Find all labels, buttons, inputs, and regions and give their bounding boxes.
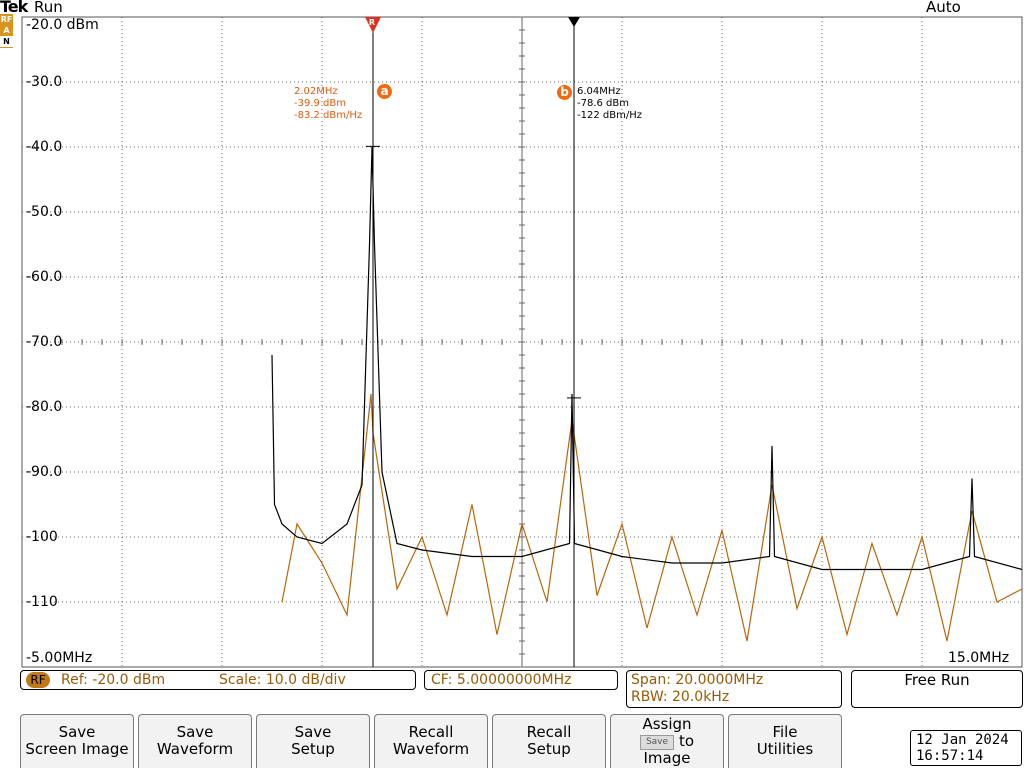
y-tick-label: -20.0 dBm <box>26 17 99 33</box>
save-key-glyph: Save <box>640 735 674 750</box>
marker-a-density: -83.2 dBm/Hz <box>294 110 363 121</box>
marker-a-triangle <box>365 17 381 33</box>
marker-b-level: -78.6 dBm <box>577 98 630 109</box>
softkey-label: Save <box>294 723 332 741</box>
recall-setup-button[interactable]: Recall Setup <box>492 714 606 768</box>
time-text: 16:57:14 <box>916 748 984 764</box>
date-text: 12 Jan 2024 <box>916 732 1009 748</box>
marker-a-level: -39.9 dBm <box>294 98 347 109</box>
softkey-label: Setup <box>291 740 335 758</box>
softkey-label: Waveform <box>392 740 470 758</box>
y-tick-label: -70.0 <box>26 334 63 350</box>
softkey-label: Assign <box>642 715 692 733</box>
marker-a-readout: 2.02MHz -39.9 dBm -83.2 dBm/Hz <box>294 86 362 122</box>
channel-indicator: RF A N <box>0 14 13 48</box>
softkey-label: Recall <box>408 723 454 741</box>
marker-a-ref-glyph: R <box>368 18 376 27</box>
rf-badge: RF <box>26 672 50 688</box>
file-utilities-button[interactable]: File Utilities <box>728 714 842 768</box>
marker-b-badge[interactable]: b <box>557 85 572 100</box>
indicator-rf: RF <box>0 15 13 24</box>
y-tick-label: -90.0 <box>26 464 63 480</box>
marker-a-freq: 2.02MHz <box>294 86 338 97</box>
ref-scale-box[interactable]: RF Ref: -20.0 dBm Scale: 10.0 dB/div <box>20 670 416 690</box>
softkey-label: Setup <box>527 740 571 758</box>
save-screen-image-button[interactable]: Save Screen Image <box>20 714 134 768</box>
softkey-label: Save <box>176 723 214 741</box>
y-tick-label: -100 <box>26 529 58 545</box>
trigger-status-box[interactable]: Free Run <box>851 670 1023 708</box>
indicator-a: A <box>3 26 10 35</box>
y-tick-label: -40.0 <box>26 139 63 155</box>
marker-b-freq: 6.04MHz <box>577 86 621 97</box>
marker-a-badge[interactable]: a <box>377 84 392 99</box>
acquisition-state: Run <box>34 0 63 16</box>
marker-b-triangle <box>568 17 580 27</box>
y-tick-label: -30.0 <box>26 74 63 90</box>
softkey-label: Image <box>643 749 691 767</box>
softkey-label: File <box>772 723 798 741</box>
spectrum-plot <box>21 16 1023 668</box>
span-value: Span: 20.0000MHz <box>631 672 764 688</box>
softkey-label: Recall <box>526 723 572 741</box>
softkey-label: Waveform <box>156 740 234 758</box>
rbw-value: RBW: 20.0kHz <box>631 689 730 705</box>
recall-waveform-button[interactable]: Recall Waveform <box>374 714 488 768</box>
center-frequency: CF: 5.00000000MHz <box>431 672 572 688</box>
marker-lines <box>365 17 581 667</box>
brand-logo: Tek <box>0 0 28 16</box>
save-waveform-button[interactable]: Save Waveform <box>138 714 252 768</box>
x-axis-start-label: -5.00MHz <box>26 650 93 666</box>
y-tick-label: -110 <box>26 594 58 610</box>
y-tick-label: -60.0 <box>26 269 63 285</box>
trace-max-hold <box>281 393 1023 642</box>
softkey-label: Save <box>58 723 96 741</box>
x-axis-end-label: 15.0MHz <box>948 650 1010 666</box>
reference-level: Ref: -20.0 dBm <box>61 672 166 688</box>
y-tick-label: -80.0 <box>26 399 63 415</box>
softkey-label: to <box>679 732 695 750</box>
span-rbw-box[interactable]: Span: 20.0000MHz RBW: 20.0kHz <box>626 670 842 708</box>
marker-b-readout: 6.04MHz -78.6 dBm -122 dBm/Hz <box>577 86 642 122</box>
assign-save-button[interactable]: Assign Save to Image <box>610 714 724 768</box>
datetime-display: 12 Jan 2024 16:57:14 <box>910 730 1022 766</box>
trigger-mode: Auto <box>926 0 961 16</box>
softkey-label: Screen Image <box>25 740 129 758</box>
marker-b-density: -122 dBm/Hz <box>577 110 642 121</box>
graticule <box>21 16 1023 668</box>
vertical-scale: Scale: 10.0 dB/div <box>219 672 346 688</box>
save-setup-button[interactable]: Save Setup <box>256 714 370 768</box>
trace-normal <box>271 146 1023 571</box>
center-frequency-box[interactable]: CF: 5.00000000MHz <box>424 670 618 690</box>
trace-layer <box>271 146 1023 642</box>
y-tick-label: -50.0 <box>26 204 63 220</box>
softkey-label: Utilities <box>756 740 814 758</box>
free-run-status: Free Run <box>904 671 970 689</box>
indicator-n: N <box>0 36 13 47</box>
